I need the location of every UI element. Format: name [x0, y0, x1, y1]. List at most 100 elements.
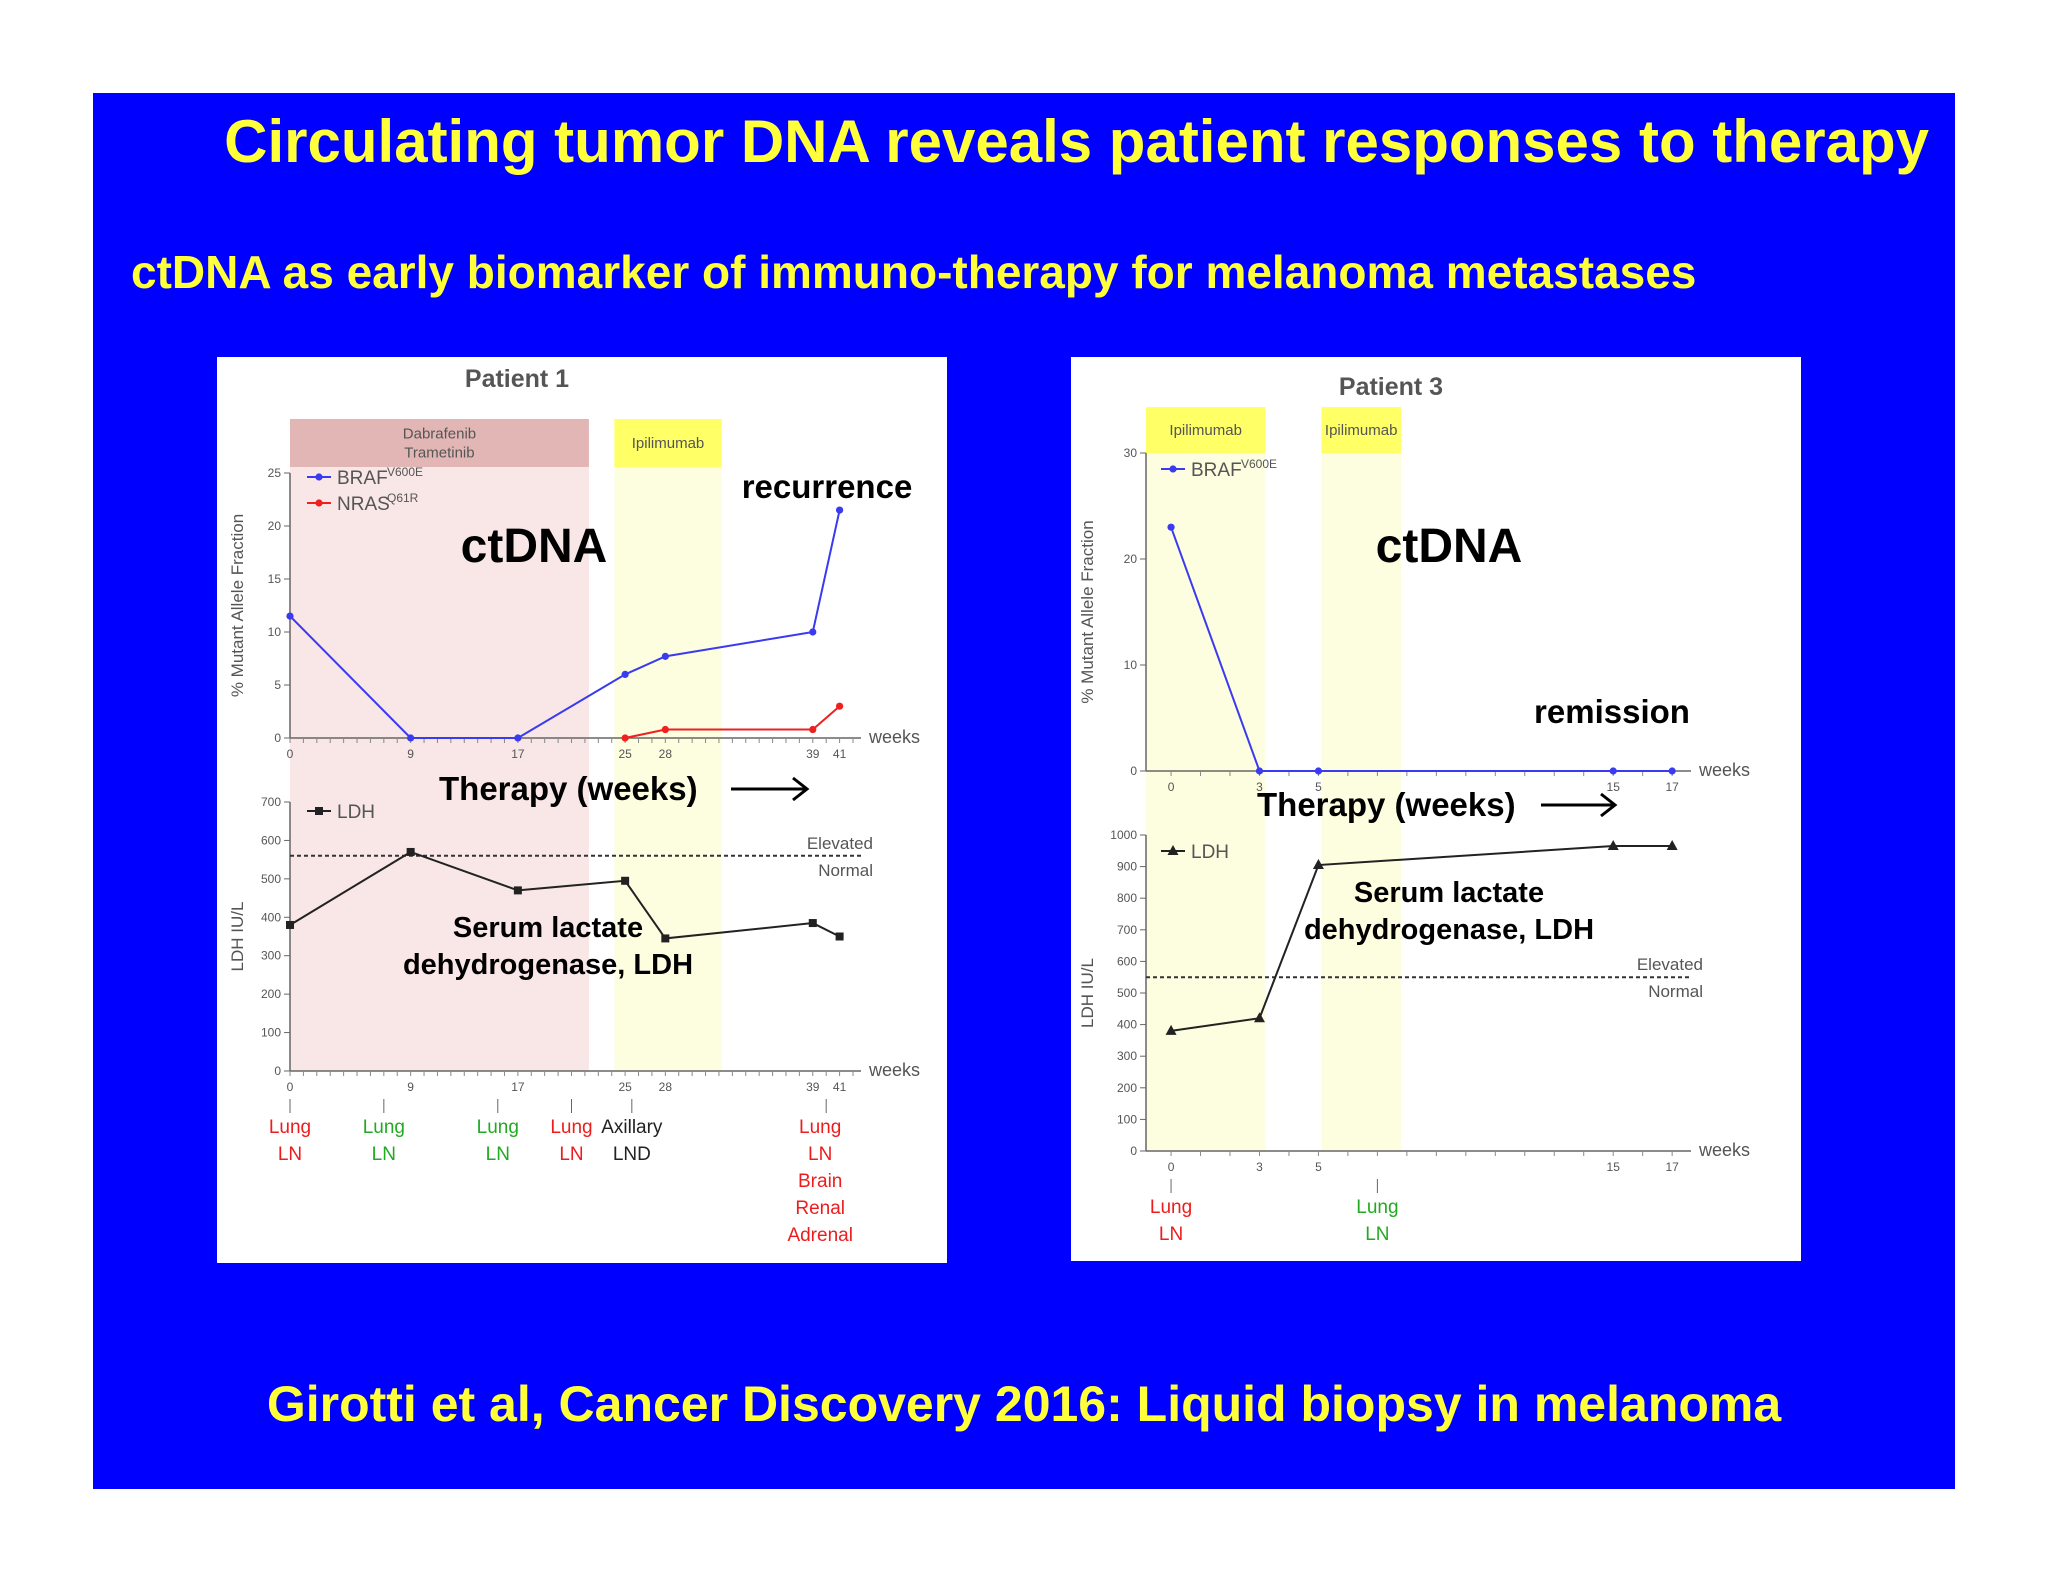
y-tick-label: 900 [1117, 860, 1137, 874]
event-label: Renal [795, 1198, 845, 1219]
series-braf [1167, 523, 1676, 775]
event-label: Axillary [601, 1117, 663, 1138]
ldh-caption-line-2: dehydrogenase, LDH [1304, 914, 1594, 946]
x-tick-label: 28 [659, 747, 673, 761]
x-tick-label: 3 [1256, 780, 1263, 794]
event-label: LN [278, 1144, 302, 1165]
y-tick-label: 700 [261, 795, 281, 809]
legend-marker [315, 807, 323, 815]
event-label: Lung [1356, 1197, 1398, 1218]
y-tick-label: 100 [1117, 1112, 1137, 1126]
chart-title: Patient 1 [465, 365, 569, 393]
therapy-label: Ipilimumab [632, 435, 705, 452]
y-tick-label: 15 [268, 572, 282, 586]
y-axis-label: LDH IU/L [1078, 958, 1097, 1028]
x-axis-label: weeks [868, 1060, 920, 1080]
y-tick-label: 400 [1117, 1018, 1137, 1032]
x-axis-label: weeks [1698, 1140, 1750, 1160]
therapy-band-header [1146, 407, 1266, 453]
data-point [621, 876, 630, 885]
ldh-caption: Serum lactate dehydrogenase, LDH [1304, 877, 1594, 946]
x-tick-label: 0 [287, 1080, 294, 1094]
y-tick-label: 5 [274, 678, 281, 692]
x-tick-label: 41 [833, 1080, 847, 1094]
series-braf [286, 506, 844, 742]
event-label: LN [486, 1144, 510, 1165]
data-point [1253, 1012, 1265, 1023]
y-tick-label: 1000 [1110, 828, 1137, 842]
therapy-band [290, 419, 589, 1071]
data-point [621, 670, 629, 678]
data-point [661, 934, 670, 943]
x-tick-label: 0 [1168, 780, 1175, 794]
x-tick-label: 15 [1607, 1160, 1621, 1174]
y-tick-label: 20 [268, 519, 282, 533]
legend-marker [315, 473, 323, 481]
threshold-elevated-label: Elevated [1637, 955, 1703, 974]
x-tick-label: 25 [618, 747, 632, 761]
data-point [286, 920, 294, 929]
data-point [835, 506, 844, 514]
x-tick-label: 17 [511, 747, 525, 761]
data-point [513, 886, 522, 895]
therapy-band-header [1321, 407, 1401, 453]
therapy-label: Ipilimumab [1325, 422, 1398, 439]
y-tick-label: 500 [1117, 986, 1137, 1000]
data-point [514, 734, 522, 742]
x-tick-label: 25 [618, 1080, 632, 1094]
data-point [835, 702, 844, 710]
x-axis-label: weeks [1698, 760, 1750, 780]
series-ldh [1165, 840, 1678, 1035]
data-point [661, 652, 669, 660]
series-nras [621, 702, 844, 742]
data-point [809, 628, 817, 636]
event-label: Lung [550, 1117, 592, 1138]
therapy-band [1146, 407, 1266, 1151]
therapy-arrow-label: Therapy (weeks) [1257, 786, 1516, 823]
therapy-band-header [290, 419, 589, 467]
x-tick-label: 39 [806, 1080, 820, 1094]
series-ldh [286, 847, 844, 943]
legend-superscript: Q61R [387, 491, 419, 505]
data-point [407, 734, 415, 742]
x-tick-label: 15 [1607, 780, 1621, 794]
x-tick-label: 9 [407, 747, 414, 761]
event-label: Lung [799, 1117, 841, 1138]
therapy-arrow-head [1600, 792, 1618, 818]
data-point [1314, 767, 1323, 775]
x-tick-label: 0 [287, 747, 294, 761]
ldh-caption-line-1: Serum lactate [453, 912, 643, 944]
y-axis-label: LDH IU/L [228, 902, 247, 972]
data-point [1668, 767, 1676, 775]
annotation: remission [1534, 693, 1690, 730]
event-label: Lung [363, 1117, 405, 1138]
event-label: Lung [477, 1117, 519, 1138]
y-tick-label: 200 [1117, 1081, 1137, 1095]
y-tick-label: 0 [1130, 764, 1137, 778]
event-label: LN [1365, 1224, 1389, 1245]
data-point [809, 725, 817, 734]
y-tick-label: 400 [261, 910, 281, 924]
data-point [1666, 840, 1678, 851]
legend-label: BRAF [337, 468, 388, 489]
x-tick-label: 17 [1665, 780, 1679, 794]
y-tick-label: 10 [268, 625, 282, 639]
threshold-normal-label: Normal [818, 861, 873, 880]
event-label: Adrenal [787, 1225, 853, 1246]
data-point [661, 725, 669, 734]
patient-3-panel: Ipilimumab Ipilimumab Patient 3 0 10 20 30 0 3 5 1… [1071, 357, 1801, 1261]
data-point [1312, 859, 1324, 870]
data-point [406, 847, 415, 856]
panel-label: ctDNA [461, 520, 608, 573]
data-point [835, 932, 844, 941]
event-label: Lung [1150, 1197, 1192, 1218]
y-axis-label: % Mutant Allele Fraction [1078, 520, 1097, 703]
slide-title: Circulating tumor DNA reveals patient re… [224, 108, 1929, 175]
y-tick-label: 700 [1117, 923, 1137, 937]
patient-1-charts: Dabrafenib Trametinib Ipilimumab Patient 1 0… [228, 365, 920, 1246]
citation-footer: Girotti et al, Cancer Discovery 2016: Li… [266, 1376, 1782, 1432]
event-label: LN [808, 1144, 832, 1165]
x-tick-label: 0 [1168, 1160, 1175, 1174]
therapy-band [614, 419, 722, 1071]
